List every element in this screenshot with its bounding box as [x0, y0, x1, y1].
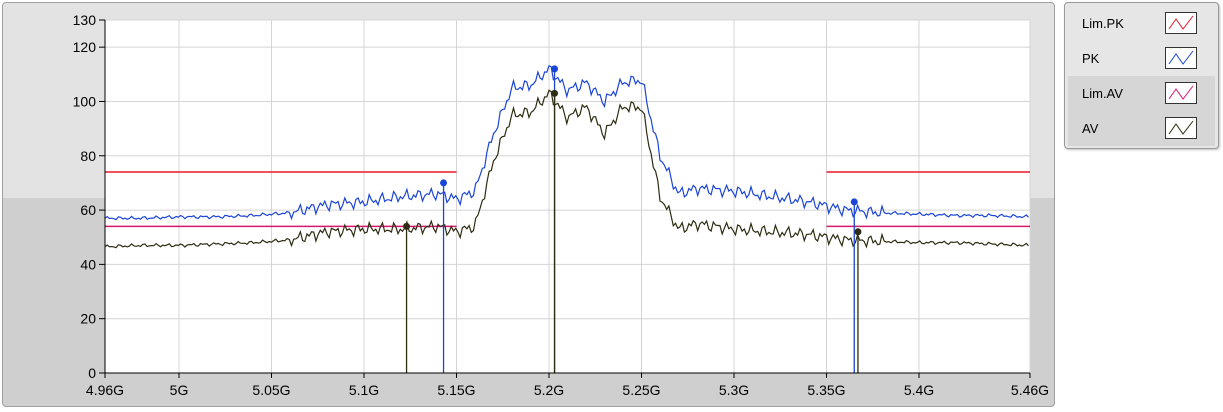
- marker-point: [403, 222, 411, 230]
- line-style-icon[interactable]: [1165, 82, 1197, 104]
- legend-item-av[interactable]: AV: [1068, 111, 1215, 146]
- line-style-icon[interactable]: [1165, 47, 1197, 69]
- y-tick-label: 120: [73, 39, 97, 55]
- x-tick-label: 5.2G: [534, 382, 564, 398]
- marker-point: [551, 89, 559, 97]
- legend-item-lim-pk[interactable]: Lim.PK: [1068, 6, 1215, 41]
- marker-point: [551, 65, 559, 73]
- legend-label: Lim.AV: [1082, 86, 1123, 101]
- series-pk-line: [104, 64, 1029, 221]
- x-tick-label: 5.15G: [437, 382, 475, 398]
- x-tick-label: 4.96G: [86, 382, 124, 398]
- y-tick-label: 20: [80, 311, 96, 327]
- plot-legend[interactable]: Lim.PK PK Lim.AV AV: [1064, 2, 1219, 149]
- swatch-line: [1168, 15, 1194, 30]
- marker-point: [854, 228, 862, 236]
- swatch-line: [1168, 85, 1194, 100]
- x-tick-label: 5G: [170, 382, 189, 398]
- swatch-line: [1168, 50, 1194, 65]
- y-tick-label: 60: [80, 202, 96, 218]
- y-tick-label: 100: [73, 93, 97, 109]
- legend-item-lim-av[interactable]: Lim.AV: [1068, 76, 1215, 111]
- line-style-icon[interactable]: [1165, 117, 1197, 139]
- y-tick-label: 130: [73, 12, 97, 28]
- legend-item-pk[interactable]: PK: [1068, 41, 1215, 76]
- x-tick-label: 5.46G: [1011, 382, 1049, 398]
- legend-label: AV: [1082, 121, 1099, 136]
- y-tick-label: 80: [80, 148, 96, 164]
- line-style-icon[interactable]: [1165, 12, 1197, 34]
- legend-label: PK: [1082, 51, 1100, 66]
- series-av-line: [104, 89, 1029, 249]
- x-tick-label: 5.3G: [719, 382, 749, 398]
- plot-area: [105, 20, 1030, 373]
- waveform-graph: 4.96G 5G 5.05G 5.1G 5.15G 5.2G 5.25G 5.3G 5.35G 5…: [73, 12, 1049, 398]
- x-tick-label: 5.4G: [904, 382, 934, 398]
- marker-layer: [403, 65, 862, 373]
- x-tick-label: 5.35G: [807, 382, 845, 398]
- legend-label: Lim.PK: [1082, 16, 1124, 31]
- marker-point: [440, 179, 448, 187]
- graph-panel: 4.96G 5G 5.05G 5.1G 5.15G 5.2G 5.25G 5.3G 5.35G 5…: [2, 2, 1055, 407]
- x-tick-label: 5.05G: [252, 382, 290, 398]
- series-layer: [104, 64, 1030, 249]
- marker-point: [850, 198, 858, 206]
- x-tick-label: 5.1G: [349, 382, 379, 398]
- y-tick-label: 40: [80, 256, 96, 272]
- swatch-line: [1168, 120, 1194, 135]
- axes: 4.96G 5G 5.05G 5.1G 5.15G 5.2G 5.25G 5.3G 5.35G 5…: [73, 12, 1049, 398]
- x-tick-label: 5.25G: [622, 382, 660, 398]
- y-tick-label: 0: [88, 365, 96, 381]
